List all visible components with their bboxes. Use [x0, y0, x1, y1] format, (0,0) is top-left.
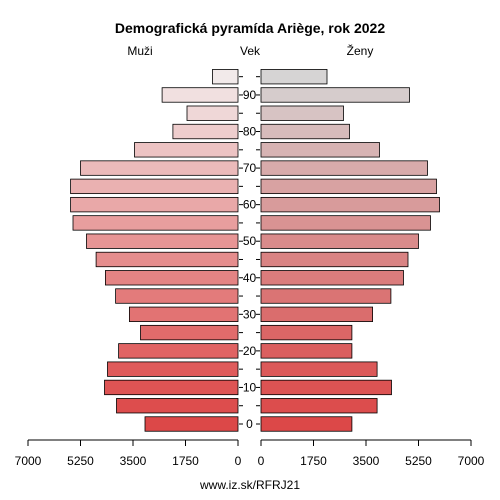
age-tick-label: 20 [243, 344, 257, 358]
bar-male-15-19 [107, 361, 239, 377]
bar-female-40-44 [260, 270, 404, 286]
bar-male-85-89 [186, 105, 239, 121]
bar-male-5-9 [116, 398, 239, 414]
age-label: Vek [240, 44, 261, 58]
bar-male-0-4 [144, 416, 239, 432]
x-tick-label-left: 7000 [15, 454, 42, 468]
bar-male-60-64 [70, 196, 239, 213]
bar-female-90+ [260, 87, 410, 103]
age-tick-label: 0 [246, 417, 253, 431]
male-bars [70, 69, 239, 432]
bar-female-35-39 [260, 288, 392, 304]
bar-male-50-54 [86, 233, 239, 249]
bar-female-50-54 [260, 233, 419, 249]
bar-male-70-74 [80, 160, 239, 176]
age-tick-label: 50 [243, 234, 257, 248]
x-tick-label-right: 0 [258, 454, 265, 468]
bar-male-65-69 [70, 178, 239, 195]
bar-female-25-29 [260, 324, 353, 341]
x-tick-label-right: 1750 [300, 454, 327, 468]
age-tick-label: 10 [243, 380, 257, 394]
age-tick-label: 90 [243, 88, 257, 102]
bar-male-40-44 [105, 270, 239, 286]
males-label: Muži [127, 44, 152, 58]
age-tick-label: 30 [243, 307, 257, 321]
bar-male-30-34 [128, 306, 239, 322]
bar-male-75-79 [134, 142, 239, 158]
bar-male-80-84 [172, 123, 239, 140]
bar-female-group-19 [260, 69, 328, 85]
x-tick-label-right: 5250 [405, 454, 432, 468]
bar-male-35-39 [115, 288, 239, 304]
chart-title: Demografická pyramída Ariège, rok 2022 [115, 20, 385, 36]
x-tick-label-right: 3500 [353, 454, 380, 468]
bar-female-55-59 [260, 215, 431, 231]
bar-male-45-49 [95, 251, 239, 268]
x-tick-label-left: 0 [235, 454, 242, 468]
bar-female-0-4 [260, 416, 353, 432]
bar-female-5-9 [260, 398, 378, 414]
bar-male-55-59 [72, 215, 239, 231]
age-tick-label: 60 [243, 198, 257, 212]
bar-male-group-19 [212, 69, 239, 85]
bar-male-25-29 [140, 324, 239, 341]
bar-female-15-19 [260, 361, 378, 377]
age-tick-label: 40 [243, 271, 257, 285]
bar-female-20-24 [260, 343, 353, 359]
bar-female-30-34 [260, 306, 373, 322]
bar-female-60-64 [260, 196, 440, 213]
bar-female-10-14 [260, 379, 392, 396]
bar-female-65-69 [260, 178, 437, 195]
axes: 0 10 20 30 40 50 60 70 80 90 7000 5250 3500 1750 0 0 175… [15, 76, 485, 468]
x-tick-label-left: 1750 [172, 454, 199, 468]
female-bars [260, 69, 440, 432]
age-tick-label: 80 [243, 125, 257, 139]
bar-female-85-89 [260, 105, 344, 121]
bar-male-90+ [161, 87, 239, 103]
bar-male-10-14 [104, 379, 239, 396]
bar-female-75-79 [260, 142, 380, 158]
bar-female-70-74 [260, 160, 428, 176]
x-tick-label-left: 5250 [67, 454, 94, 468]
females-label: Ženy [347, 43, 374, 58]
bar-male-20-24 [118, 343, 239, 359]
age-tick-label: 70 [243, 161, 257, 175]
source-footer: www.iz.sk/RFRJ21 [199, 478, 300, 492]
bar-female-45-49 [260, 251, 409, 268]
x-tick-label-left: 3500 [120, 454, 147, 468]
bar-female-80-84 [260, 123, 350, 140]
x-tick-label-right: 7000 [458, 454, 485, 468]
